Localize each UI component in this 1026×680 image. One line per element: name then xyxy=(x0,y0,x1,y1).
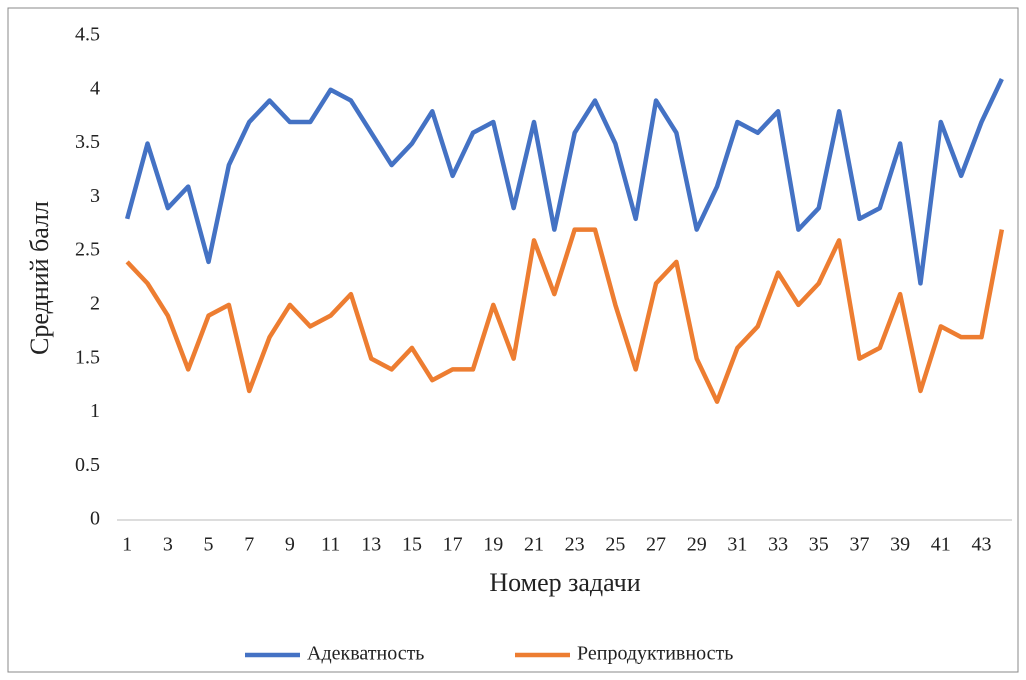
series-line xyxy=(125,227,1005,404)
x-tick-label: 13 xyxy=(361,534,381,556)
x-tick-label: 1 xyxy=(122,534,132,556)
legend-label: Адекватность xyxy=(307,643,424,665)
legend-label: Репродуктивность xyxy=(577,643,733,665)
x-tick-label: 43 xyxy=(971,534,991,556)
x-tick-label: 17 xyxy=(443,534,463,556)
x-tick-label: 19 xyxy=(483,534,503,556)
y-tick-label: 3.5 xyxy=(75,131,100,153)
y-tick-label: 1 xyxy=(90,400,100,422)
x-tick-label: 25 xyxy=(605,534,625,556)
y-tick-label: 4 xyxy=(90,77,100,99)
x-tick-label: 39 xyxy=(890,534,910,556)
x-tick-label: 3 xyxy=(163,534,173,556)
series-line xyxy=(124,78,1004,286)
x-tick-label: 21 xyxy=(524,534,544,556)
x-tick-label: 41 xyxy=(931,534,951,556)
x-tick-label: 29 xyxy=(687,534,707,556)
y-tick-label: 2.5 xyxy=(75,239,100,261)
x-tick-label: 15 xyxy=(402,534,422,556)
x-tick-label: 11 xyxy=(321,534,340,556)
x-tick-label: 37 xyxy=(849,534,869,556)
x-tick-label: 35 xyxy=(809,534,829,556)
x-tick-label: 7 xyxy=(244,534,254,556)
y-tick-label: 4.5 xyxy=(75,24,100,46)
y-tick-label: 1.5 xyxy=(75,346,100,368)
y-tick-label: 3 xyxy=(90,185,100,207)
x-tick-label: 9 xyxy=(285,534,295,556)
x-tick-label: 23 xyxy=(565,534,585,556)
x-tick-label: 33 xyxy=(768,534,788,556)
y-tick-label: 2 xyxy=(90,292,100,314)
x-tick-label: 31 xyxy=(727,534,747,556)
x-tick-label: 5 xyxy=(204,534,214,556)
y-tick-label: 0 xyxy=(90,508,100,530)
x-axis-title: Номер задачи xyxy=(489,568,640,597)
x-tick-label: 27 xyxy=(646,534,666,556)
y-tick-label: 0.5 xyxy=(75,454,100,476)
y-axis-title: Средний балл xyxy=(25,201,54,355)
